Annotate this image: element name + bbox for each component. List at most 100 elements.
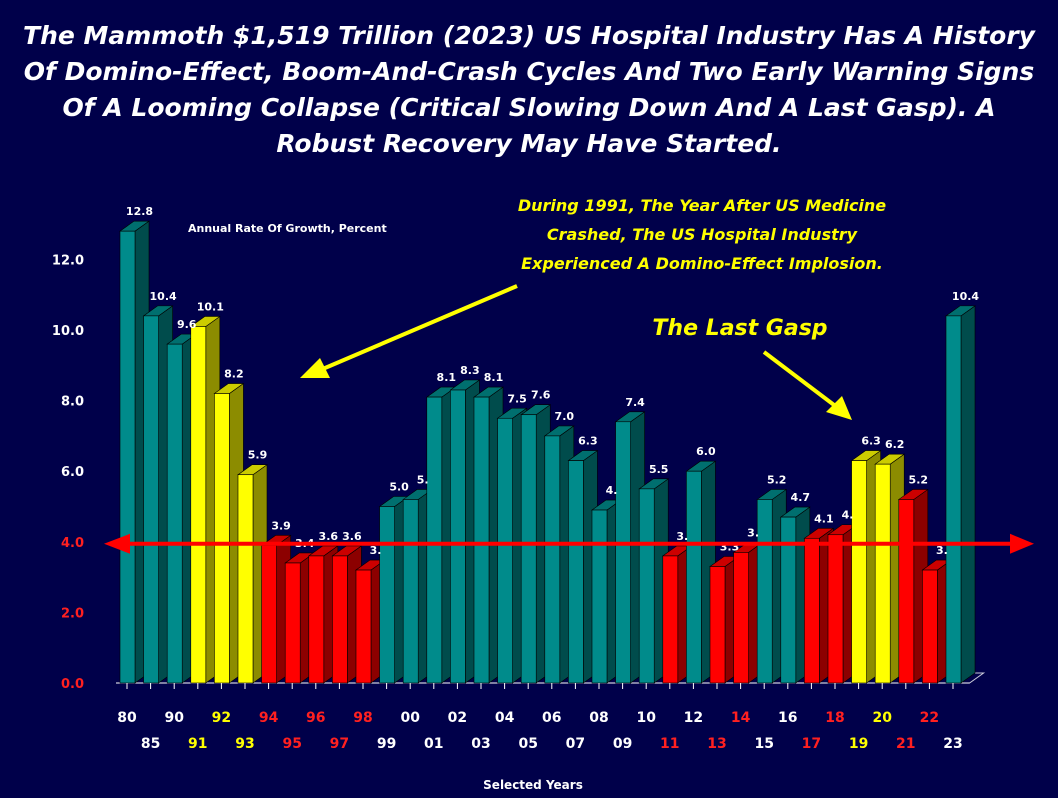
y-axis-title: Annual Rate Of Growth, Percent — [188, 222, 387, 235]
x-tick-label: 97 — [330, 736, 349, 752]
value-label: 5.0 — [389, 481, 409, 494]
value-label: 12.8 — [126, 205, 153, 218]
value-label: 5.5 — [649, 463, 669, 476]
bar-front — [733, 552, 749, 684]
x-tick-label: 20 — [872, 710, 892, 726]
value-label: 4.7 — [791, 491, 811, 504]
value-label: 8.1 — [484, 371, 504, 384]
value-label: 3. — [747, 526, 759, 539]
value-label: 10.4 — [952, 290, 979, 303]
value-label: 3.9 — [271, 519, 291, 532]
x-tick-label: 98 — [353, 710, 372, 726]
x-tick-label: 08 — [589, 710, 608, 726]
bar-front — [237, 474, 254, 684]
bar-front — [922, 569, 938, 684]
y-tick-label: 0.0 — [61, 677, 84, 692]
annotation-1991-line: During 1991, The Year After US Medicine — [518, 196, 886, 215]
value-label: 6.3 — [861, 435, 881, 448]
bar-front — [827, 534, 844, 684]
x-tick-label: 91 — [188, 736, 207, 752]
x-tick-label: 09 — [613, 736, 632, 752]
value-label: 7.6 — [531, 389, 551, 402]
y-tick-label: 12.0 — [52, 253, 84, 268]
bar-front — [308, 555, 325, 684]
x-tick-label: 16 — [778, 710, 797, 726]
annotation-1991-line: Crashed, The US Hospital Industry — [547, 225, 858, 244]
annotation-last-gasp: The Last Gasp — [652, 316, 827, 341]
x-tick-label: 02 — [448, 710, 467, 726]
bar-front — [473, 396, 490, 684]
reference-arrowhead-right — [1010, 533, 1034, 554]
x-tick-label: 13 — [707, 736, 726, 752]
annotation-1991-arrow — [317, 284, 518, 373]
x-tick-label: 90 — [164, 710, 184, 726]
bar-front — [709, 566, 726, 684]
annotation-1991-arrowhead — [300, 358, 330, 378]
value-label: 7.4 — [625, 396, 645, 409]
x-tick-label: 19 — [849, 736, 868, 752]
bar-front — [568, 460, 584, 684]
value-label: 6.3 — [578, 435, 598, 448]
y-tick-label: 10.0 — [52, 324, 84, 339]
x-tick-label: 00 — [400, 710, 420, 726]
bar-front — [874, 463, 891, 684]
value-label: 5. — [417, 473, 429, 486]
x-tick-label: 14 — [731, 710, 751, 726]
value-label: 10.1 — [197, 300, 224, 313]
bar-front — [166, 343, 183, 684]
chart-title: The Mammoth $1,519 Trillion (2023) US Ho… — [23, 21, 1035, 158]
bar-front — [756, 499, 773, 684]
value-label: 5.2 — [909, 473, 929, 486]
value-label: 8.2 — [224, 368, 244, 381]
x-tick-label: 22 — [920, 710, 939, 726]
bar-front — [332, 555, 348, 684]
x-tick-label: 15 — [754, 736, 773, 752]
x-tick-label: 01 — [424, 736, 443, 752]
bar-front — [261, 545, 277, 684]
bar-front — [638, 488, 655, 684]
value-label: 6.0 — [696, 445, 716, 458]
bar-front — [379, 506, 395, 684]
value-label: 3. — [370, 544, 382, 557]
x-tick-label: 10 — [636, 710, 656, 726]
reference-arrowhead-left — [104, 533, 130, 554]
value-label: 9.6 — [177, 318, 197, 331]
value-label: 3.6 — [342, 530, 362, 543]
bar-front — [355, 569, 372, 684]
value-label: 4. — [606, 484, 618, 497]
x-tick-label: 95 — [282, 736, 301, 752]
bar-front — [851, 460, 867, 684]
x-tick-label: 11 — [660, 736, 679, 752]
bar-front — [119, 230, 136, 684]
x-tick-label: 12 — [684, 710, 703, 726]
bar-front — [662, 555, 679, 684]
bar-front — [520, 414, 537, 684]
value-label: 8.3 — [460, 364, 480, 377]
bar-front — [214, 393, 230, 684]
x-tick-label: 04 — [495, 710, 515, 726]
bar-front — [804, 537, 820, 684]
bar-23 — [945, 305, 976, 684]
x-tick-label: 93 — [235, 736, 254, 752]
x-tick-label: 17 — [802, 736, 821, 752]
x-tick-label: 21 — [896, 736, 915, 752]
value-label: 4.1 — [814, 512, 834, 525]
bar-front — [615, 421, 631, 684]
annotation-last-gasp-arrowhead — [826, 396, 852, 420]
x-tick-label: 99 — [377, 736, 396, 752]
y-tick-label: 4.0 — [61, 536, 84, 551]
x-tick-label: 94 — [259, 710, 279, 726]
x-tick-label: 96 — [306, 710, 325, 726]
x-tick-label: 06 — [542, 710, 561, 726]
bar-side — [960, 305, 976, 684]
bar-front — [143, 315, 159, 684]
value-label: 6.2 — [885, 438, 905, 451]
bar-front — [898, 499, 915, 684]
x-tick-label: 18 — [825, 710, 844, 726]
value-label: 4. — [842, 509, 854, 522]
value-label: 7.0 — [555, 410, 575, 423]
value-label: 8.1 — [437, 371, 457, 384]
annotation-last-gasp-arrow — [762, 350, 840, 410]
value-label: 5.2 — [767, 473, 787, 486]
